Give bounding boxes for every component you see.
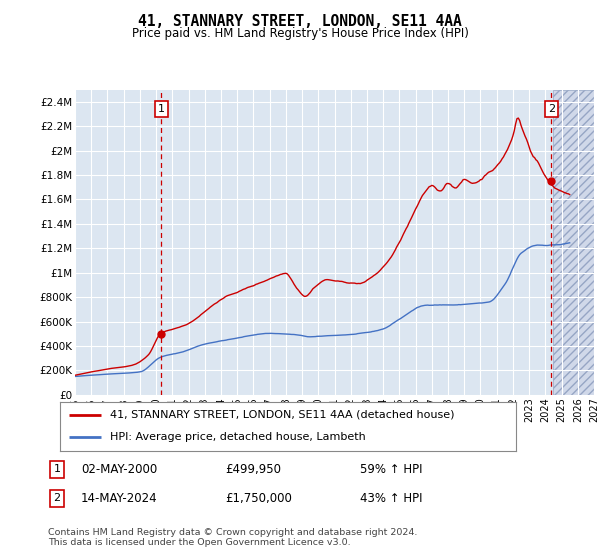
Text: 1: 1	[158, 104, 165, 114]
Text: Contains HM Land Registry data © Crown copyright and database right 2024.
This d: Contains HM Land Registry data © Crown c…	[48, 528, 418, 547]
Text: Price paid vs. HM Land Registry's House Price Index (HPI): Price paid vs. HM Land Registry's House …	[131, 27, 469, 40]
Text: 2: 2	[548, 104, 555, 114]
Text: £499,950: £499,950	[225, 463, 281, 476]
Text: 14-MAY-2024: 14-MAY-2024	[81, 492, 158, 505]
Text: 02-MAY-2000: 02-MAY-2000	[81, 463, 157, 476]
Text: 59% ↑ HPI: 59% ↑ HPI	[360, 463, 422, 476]
Text: HPI: Average price, detached house, Lambeth: HPI: Average price, detached house, Lamb…	[110, 432, 366, 442]
Bar	[553, 90, 594, 395]
Text: 41, STANNARY STREET, LONDON, SE11 4AA: 41, STANNARY STREET, LONDON, SE11 4AA	[138, 14, 462, 29]
Text: 41, STANNARY STREET, LONDON, SE11 4AA (detached house): 41, STANNARY STREET, LONDON, SE11 4AA (d…	[110, 410, 455, 420]
Text: £1,750,000: £1,750,000	[225, 492, 292, 505]
Text: 2: 2	[53, 493, 61, 503]
Text: 43% ↑ HPI: 43% ↑ HPI	[360, 492, 422, 505]
Text: 1: 1	[53, 464, 61, 474]
